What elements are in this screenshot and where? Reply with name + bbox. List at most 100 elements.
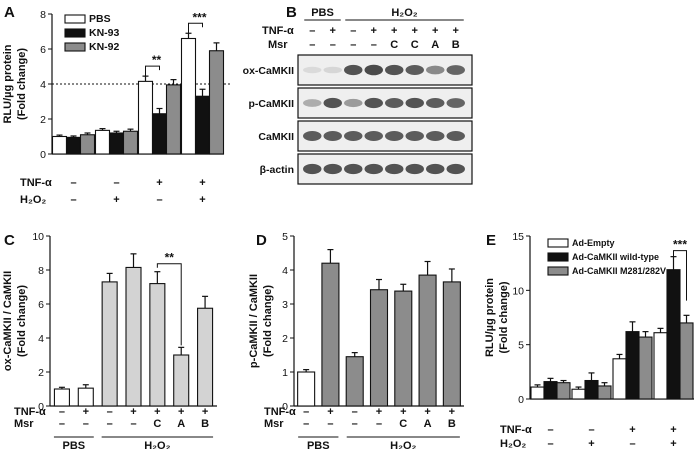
panel-e-ylabel-line2: (Fold change) (498, 281, 510, 353)
blot-band (405, 131, 424, 141)
panel-d-ylabel: p-CaMKII / CaMKII (Fold change) (248, 274, 274, 368)
panel-e-ylabel: RLU/µg protein (Fold change) (484, 278, 510, 357)
blot-row-value: A (431, 39, 439, 51)
panel-a-bar (65, 136, 82, 155)
panel-d-bar (442, 281, 461, 407)
blot-band (385, 131, 404, 141)
blot-row-value: + (453, 25, 459, 37)
blot-band-label: CaMKII (258, 131, 294, 143)
panel-c-bar (197, 307, 214, 407)
panel-e-row-value: – (588, 424, 594, 436)
panel-e-bar (530, 386, 545, 400)
panel-c-row-value: + (154, 406, 160, 418)
panel-c-group-label: H₂O₂ (144, 440, 170, 449)
panel-d-group-label: H₂O₂ (390, 440, 416, 449)
panel-d-bar (394, 290, 413, 407)
panel-e-row-value: + (588, 438, 594, 449)
blot-band (344, 64, 363, 76)
panel-c-significance-bracket (156, 263, 182, 346)
panel-d-row-value: A (424, 418, 432, 430)
blot-band (446, 163, 465, 175)
panel-a-bar (137, 80, 154, 155)
panel-e-row-label: H₂O₂ (500, 438, 526, 449)
panel-c-ytick-label: 6 (38, 299, 44, 311)
blot-band (446, 98, 465, 108)
panel-e-row-value: + (670, 424, 676, 436)
panel-e-ytick-label: 0 (518, 394, 524, 406)
panel-a-row-value: – (156, 194, 162, 206)
panel-a-legend-swatch (64, 42, 86, 52)
blot-band (426, 65, 445, 75)
blot-band (364, 97, 383, 109)
panel-a-ylabel-line1: RLU/µg protein (2, 44, 14, 123)
panel-d-bar (321, 262, 340, 407)
panel-a-row-value: + (156, 177, 162, 189)
blot-band (364, 131, 383, 141)
panel-label-d: D (256, 232, 267, 249)
blot-band (303, 163, 322, 175)
blot-row-value: – (350, 39, 356, 51)
panel-d-row-value: – (352, 406, 358, 418)
panel-d-bar (345, 356, 364, 407)
blot-group-label: H₂O₂ (391, 7, 417, 19)
panel-a-bar (108, 132, 125, 155)
blot-band (323, 97, 342, 109)
blot-row-value: – (350, 25, 356, 37)
blot-band (426, 131, 445, 141)
panel-c-row-value: + (202, 406, 208, 418)
panel-e-significance-label: *** (673, 238, 687, 252)
blot-band (364, 163, 383, 175)
blot-band (344, 131, 363, 141)
panel-d-ylabel-line1: p-CaMKII / CaMKII (248, 274, 260, 368)
panel-label-c: C (4, 232, 15, 249)
panel-d-row-label: TNF-α (264, 406, 296, 418)
panel-d-ytick-label: 2 (282, 333, 288, 345)
panel-e-bar (625, 331, 640, 400)
blot-band (405, 65, 424, 75)
panel-c-row-value: – (107, 418, 113, 430)
panel-a-row-value: + (199, 177, 205, 189)
panel-e-legend-swatch (547, 238, 569, 248)
panel-c-ylabel-line1: ox-CaMKII / CaMKII (2, 271, 14, 371)
blot-row-value: – (330, 39, 336, 51)
panel-e-bar (543, 381, 558, 400)
panel-c-row-value: + (130, 406, 136, 418)
panel-a-bar (151, 113, 168, 155)
panel-e-legend-label: Ad-CaMKII wild-type (572, 252, 659, 262)
panel-d-row-value: + (424, 406, 430, 418)
panel-e-bar (584, 379, 599, 400)
panel-d-ytick-label: 1 (282, 367, 288, 379)
panel-d-row-value: – (376, 418, 382, 430)
panel-a-row-value: + (199, 194, 205, 206)
panel-a-row-value: + (113, 194, 119, 206)
blot-band (405, 163, 424, 175)
panel-e-bar (666, 269, 681, 400)
panel-a-row-value: – (70, 194, 76, 206)
panel-a-ytick-label: 8 (40, 9, 46, 21)
panel-e-row-value: + (629, 424, 635, 436)
panel-c-row-value: – (83, 418, 89, 430)
blot-band (303, 66, 322, 74)
blot-row-value: + (412, 25, 418, 37)
panel-d-ylabel-line2: (Fold change) (262, 285, 274, 357)
panel-c-bar (125, 266, 142, 407)
panel-d-row-label: Msr (264, 418, 284, 430)
blot-band (323, 163, 342, 175)
panel-d-row-value: – (327, 418, 333, 430)
panel-c-ylabel: ox-CaMKII / CaMKII (Fold change) (2, 271, 28, 371)
blot-row-label: Msr (268, 39, 288, 51)
panel-d-row-value: + (376, 406, 382, 418)
panel-a-ytick-label: 2 (40, 114, 46, 126)
panel-c-row-value: C (153, 418, 161, 430)
panel-a-row-value: – (113, 177, 119, 189)
panel-c-bar (77, 387, 94, 407)
panel-d-row-value: + (400, 406, 406, 418)
panel-c-bar (101, 281, 118, 407)
panel-c-bar (173, 354, 190, 407)
blot-row-value: + (330, 25, 336, 37)
panel-e-row-value: – (629, 438, 635, 449)
blot-band (364, 64, 383, 76)
blot-group-label: PBS (311, 7, 334, 19)
blot-band (303, 99, 322, 107)
panel-e-ylabel-line1: RLU/µg protein (484, 278, 496, 357)
